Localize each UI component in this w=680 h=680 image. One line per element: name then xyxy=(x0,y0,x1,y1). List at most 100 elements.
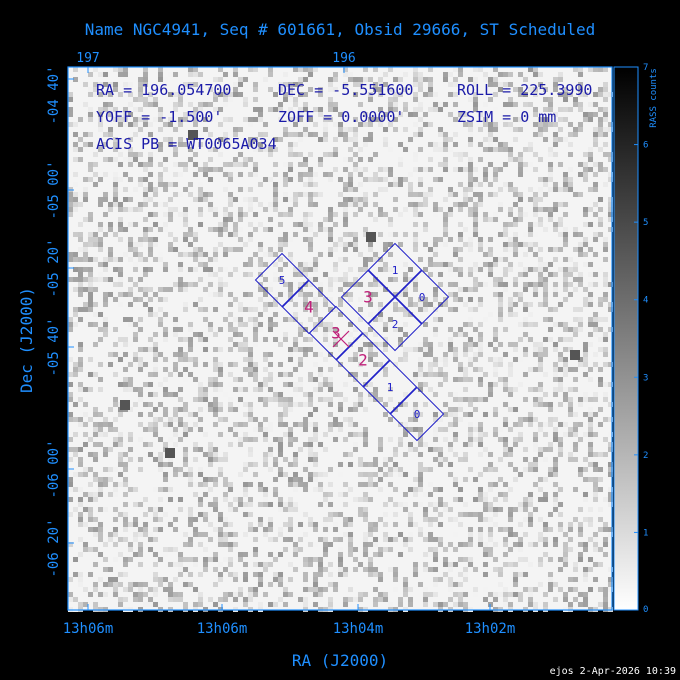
rass-pixel xyxy=(103,297,108,302)
rass-pixel xyxy=(268,552,273,557)
rass-pixel xyxy=(478,202,483,207)
rass-pixel xyxy=(163,577,168,582)
rass-pixel xyxy=(378,317,383,322)
y-tick-label: -05 20' xyxy=(46,238,62,297)
rass-pixel xyxy=(413,212,418,217)
rass-pixel xyxy=(128,547,133,552)
rass-pixel xyxy=(188,252,193,257)
rass-pixel xyxy=(483,492,488,497)
rass-pixel xyxy=(298,402,303,407)
rass-pixel xyxy=(603,67,608,72)
rass-pixel xyxy=(433,107,438,112)
rass-pixel xyxy=(133,187,138,192)
rass-pixel xyxy=(458,397,463,402)
rass-pixel xyxy=(483,317,488,322)
rass-pixel xyxy=(223,172,228,177)
rass-pixel xyxy=(573,332,578,337)
rass-pixel xyxy=(413,72,418,77)
rass-pixel xyxy=(278,527,283,532)
rass-pixel xyxy=(273,147,278,152)
rass-pixel xyxy=(88,452,93,457)
rass-pixel xyxy=(233,342,238,347)
rass-pixel xyxy=(113,372,118,377)
rass-pixel xyxy=(503,402,508,407)
rass-pixel xyxy=(458,247,463,252)
rass-pixel xyxy=(543,347,548,352)
rass-pixel xyxy=(208,267,213,272)
rass-pixel xyxy=(248,187,253,192)
rass-pixel xyxy=(413,302,418,307)
rass-pixel xyxy=(553,77,558,82)
rass-pixel xyxy=(503,452,508,457)
rass-pixel xyxy=(263,527,268,532)
rass-pixel xyxy=(278,137,283,142)
rass-pixel xyxy=(408,312,413,317)
rass-pixel xyxy=(248,202,253,207)
rass-pixel xyxy=(198,307,203,312)
rass-pixel xyxy=(598,107,603,112)
rass-pixel xyxy=(288,402,293,407)
rass-pixel xyxy=(463,572,468,577)
rass-pixel xyxy=(68,352,73,357)
rass-pixel xyxy=(448,72,453,77)
rass-pixel xyxy=(83,102,88,107)
rass-pixel xyxy=(253,472,258,477)
rass-pixel xyxy=(528,197,533,202)
rass-pixel xyxy=(288,282,293,287)
rass-pixel xyxy=(483,597,488,602)
rass-pixel xyxy=(113,137,118,142)
rass-pixel xyxy=(528,187,533,192)
rass-pixel xyxy=(198,417,203,422)
rass-pixel xyxy=(263,352,268,357)
rass-pixel xyxy=(133,532,138,537)
rass-pixel xyxy=(458,497,463,502)
rass-pixel xyxy=(283,382,288,387)
rass-pixel xyxy=(243,412,248,417)
rass-pixel xyxy=(573,277,578,282)
rass-pixel xyxy=(258,427,263,432)
rass-pixel xyxy=(178,267,183,272)
rass-pixel xyxy=(133,582,138,587)
rass-pixel xyxy=(73,122,78,127)
rass-pixel xyxy=(258,107,263,112)
rass-pixel xyxy=(458,362,463,367)
rass-pixel xyxy=(538,187,543,192)
rass-pixel xyxy=(553,137,558,142)
rass-pixel xyxy=(448,462,453,467)
rass-pixel xyxy=(438,177,443,182)
rass-pixel xyxy=(473,397,478,402)
rass-pixel xyxy=(218,347,223,352)
rass-pixel xyxy=(163,367,168,372)
rass-pixel xyxy=(323,357,328,362)
rass-pixel xyxy=(138,257,143,262)
rass-pixel xyxy=(358,282,363,287)
rass-pixel xyxy=(488,77,493,82)
rass-pixel xyxy=(158,72,163,77)
rass-pixel xyxy=(528,592,533,597)
rass-pixel xyxy=(528,337,533,342)
rass-pixel xyxy=(263,487,268,492)
rass-pixel xyxy=(183,447,188,452)
rass-pixel xyxy=(233,197,238,202)
rass-pixel xyxy=(443,412,448,417)
rass-pixel xyxy=(138,587,143,592)
rass-pixel xyxy=(533,152,538,157)
rass-pixel xyxy=(148,307,153,312)
rass-pixel xyxy=(488,592,493,597)
rass-pixel xyxy=(203,167,208,172)
rass-pixel xyxy=(278,472,283,477)
rass-pixel xyxy=(133,242,138,247)
rass-pixel xyxy=(288,592,293,597)
rass-pixel xyxy=(443,157,448,162)
rass-pixel xyxy=(243,577,248,582)
rass-pixel xyxy=(338,132,343,137)
rass-pixel xyxy=(468,267,473,272)
rass-pixel xyxy=(263,457,268,462)
rass-pixel xyxy=(73,267,78,272)
rass-pixel xyxy=(313,462,318,467)
rass-pixel xyxy=(558,77,563,82)
rass-pixel xyxy=(213,447,218,452)
rass-pixel xyxy=(123,597,128,602)
rass-pixel xyxy=(428,532,433,537)
rass-pixel xyxy=(243,162,248,167)
